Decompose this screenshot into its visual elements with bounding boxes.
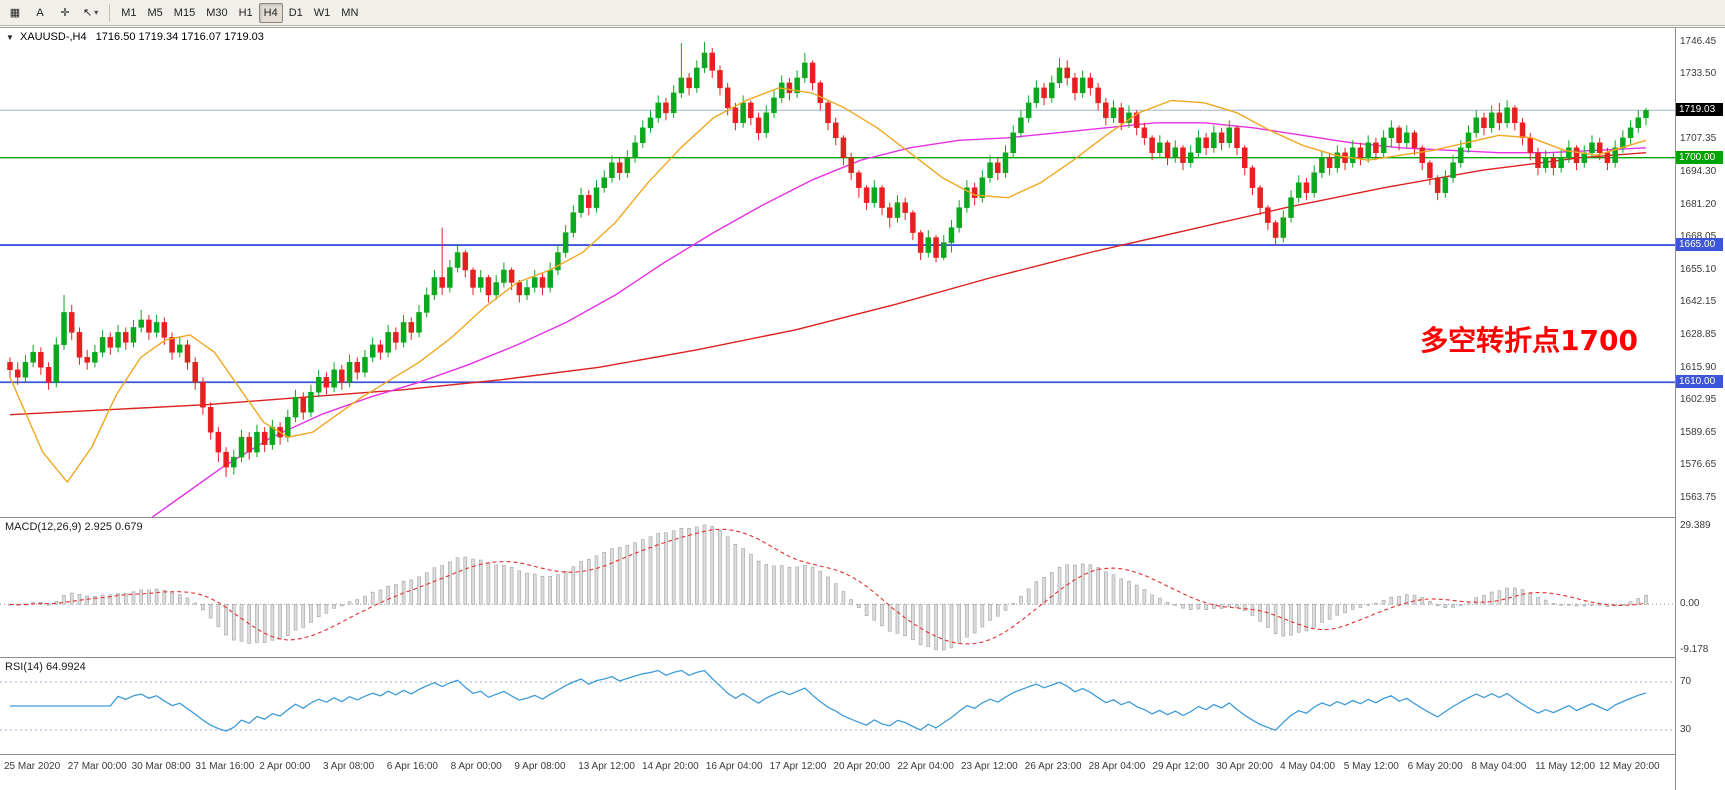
time-axis-label: 16 Apr 04:00 xyxy=(705,761,763,772)
chart-symbol-marker-icon: ▼ xyxy=(6,33,14,42)
time-axis-label: 11 May 12:00 xyxy=(1535,761,1596,772)
charts-grid-icon: ▦ xyxy=(9,7,21,19)
cursor-select-button[interactable]: ↖ ▾ xyxy=(78,3,103,23)
crosshair-icon: ✛ xyxy=(60,7,70,19)
toolbar-separator xyxy=(109,3,111,22)
time-axis-label: 30 Mar 08:00 xyxy=(131,761,191,772)
time-axis-label: 26 Apr 23:00 xyxy=(1024,761,1082,772)
level-1610-badge: 1610.00 xyxy=(1676,375,1723,389)
panel-divider xyxy=(0,754,1725,755)
time-axis-label: 6 May 20:00 xyxy=(1407,761,1463,772)
price-axis-label: 1642.15 xyxy=(1680,296,1717,308)
crosshair-button[interactable]: ✛ xyxy=(53,3,77,23)
time-axis: 25 Mar 2020 27 Mar 00:00 30 Mar 08:00 31 Ma… xyxy=(0,755,1675,790)
timeframe-m5-button[interactable]: M5 xyxy=(143,3,168,23)
time-axis-label: 8 Apr 00:00 xyxy=(450,761,502,772)
time-axis-label: 4 May 04:00 xyxy=(1280,761,1336,772)
time-axis-label: 22 Apr 04:00 xyxy=(897,761,954,772)
time-axis-label: 25 Mar 2020 xyxy=(4,761,61,772)
chart-symbol-period: XAUUSD-,H4 xyxy=(19,31,87,43)
time-axis-label: 14 Apr 20:00 xyxy=(642,761,699,772)
rsi-panel-canvas[interactable] xyxy=(0,658,1675,754)
time-axis-label: 27 Mar 00:00 xyxy=(67,761,127,772)
price-chart-canvas[interactable]: 多空转折点1700 xyxy=(0,28,1675,517)
time-axis-label: 6 Apr 16:00 xyxy=(386,761,438,772)
price-axis-label: 1694.30 xyxy=(1680,165,1717,177)
time-axis-label: 17 Apr 12:00 xyxy=(769,761,827,772)
price-axis-label: 1655.10 xyxy=(1680,263,1717,275)
timeframe-m15-button[interactable]: M15 xyxy=(169,3,200,23)
rsi-axis-level: 70 xyxy=(1680,676,1692,687)
rsi-label: RSI(14) 64.9924 xyxy=(5,661,86,673)
price-axis-label: 1746.45 xyxy=(1680,35,1717,47)
timeframe-m30-button[interactable]: M30 xyxy=(201,3,232,23)
rsi-axis-level: 30 xyxy=(1680,724,1692,735)
panel-divider[interactable] xyxy=(0,517,1725,518)
timeframe-mn-button[interactable]: MN xyxy=(336,3,363,23)
time-axis-label: 29 Apr 12:00 xyxy=(1152,761,1210,772)
macd-panel-canvas[interactable] xyxy=(0,518,1675,657)
price-axis-label: 1563.75 xyxy=(1680,491,1717,503)
price-axis-label: 1707.35 xyxy=(1680,133,1717,145)
time-axis-label: 23 Apr 12:00 xyxy=(961,761,1018,772)
macd-axis-min: -9.178 xyxy=(1680,644,1709,655)
time-axis-label: 3 Apr 08:00 xyxy=(323,761,375,772)
letter-a-button[interactable]: A xyxy=(28,3,52,23)
timeframe-d1-button[interactable]: D1 xyxy=(284,3,308,23)
caret-down-icon: ▾ xyxy=(94,8,99,17)
chart-ohlc-values: 1716.50 1719.34 1716.07 1719.03 xyxy=(95,31,264,43)
price-axis-label: 1576.65 xyxy=(1680,459,1717,471)
time-axis-label: 2 Apr 00:00 xyxy=(259,761,311,772)
time-axis-label: 20 Apr 20:00 xyxy=(833,761,891,772)
timeframe-m1-button[interactable]: M1 xyxy=(116,3,141,23)
price-axis-label: 1681.20 xyxy=(1680,198,1717,210)
tool-buttons-group: ▦ A ✛ ↖ ▾ xyxy=(3,3,103,23)
chart-title: ▼ XAUUSD-,H4 1716.50 1719.34 1716.07 171… xyxy=(6,31,264,43)
timeframe-h4-button[interactable]: H4 xyxy=(258,2,283,23)
price-axis-label: 1615.90 xyxy=(1680,361,1717,373)
bid-price-badge: 1719.03 xyxy=(1676,103,1723,117)
time-axis-label: 30 Apr 20:00 xyxy=(1216,761,1273,772)
price-axis-label: 1733.50 xyxy=(1680,68,1717,80)
price-axis-label: 1602.95 xyxy=(1680,393,1717,405)
time-axis-label: 28 Apr 04:00 xyxy=(1088,761,1146,772)
timeframe-w1-button[interactable]: W1 xyxy=(309,3,336,23)
time-axis-label: 5 May 12:00 xyxy=(1343,761,1399,772)
timeframe-h1-button[interactable]: H1 xyxy=(234,3,258,23)
time-axis-label: 12 May 20:00 xyxy=(1599,761,1660,772)
time-axis-label: 13 Apr 12:00 xyxy=(578,761,635,772)
level-1700-badge: 1700.00 xyxy=(1676,150,1723,164)
time-axis-label: 31 Mar 16:00 xyxy=(195,761,255,772)
price-axis-border xyxy=(1675,28,1676,790)
timeframe-toolbar: M1 M5 M15 M30 H1 H4 D1 W1 MN xyxy=(116,2,363,23)
letter-a-icon: A xyxy=(36,6,44,19)
time-axis-label: 9 Apr 08:00 xyxy=(514,761,566,772)
level-1665-badge: 1665.00 xyxy=(1676,238,1723,252)
price-axis-label: 1668.05 xyxy=(1680,231,1717,243)
price-axis-label: 1628.85 xyxy=(1680,329,1717,341)
cursor-select-icon: ↖ xyxy=(83,7,93,19)
macd-axis-zero: 0.00 xyxy=(1680,598,1700,610)
toolbar: ▦ A ✛ ↖ ▾ M1 M5 M15 M30 H1 H4 D1 W1 MN xyxy=(0,0,1725,26)
macd-label: MACD(12,26,9) 2.925 0.679 xyxy=(5,521,143,533)
chart-annotation-text: 多空转折点1700 xyxy=(1420,324,1638,357)
panel-divider[interactable] xyxy=(0,657,1725,658)
price-axis: 1746.45 1733.50 1707.35 1694.30 1681.20 1668.… xyxy=(1676,28,1725,790)
macd-axis-max: 29.389 xyxy=(1680,520,1711,531)
charts-grid-button[interactable]: ▦ xyxy=(3,3,27,23)
chart-window: ▼ XAUUSD-,H4 1716.50 1719.34 1716.07 171… xyxy=(0,27,1725,790)
price-axis-label: 1589.65 xyxy=(1680,427,1717,439)
time-axis-label: 8 May 04:00 xyxy=(1471,761,1527,772)
